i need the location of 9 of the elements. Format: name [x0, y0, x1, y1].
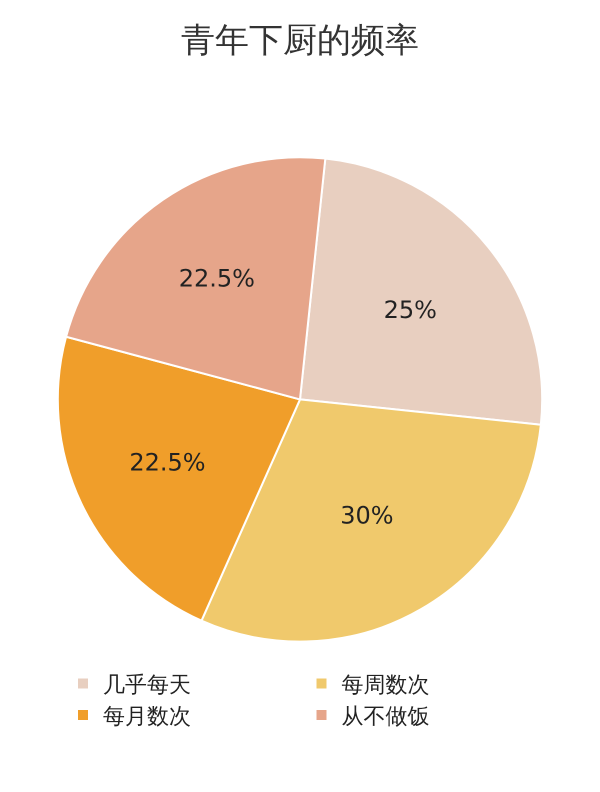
- legend-label: 从不做饭: [342, 704, 430, 730]
- legend-label: 每月数次: [103, 704, 191, 730]
- data-label: 30%: [340, 501, 394, 530]
- legend-label: 每周数次: [342, 673, 430, 698]
- data-label: 25%: [384, 296, 437, 324]
- chart-title: 青年下厨的频率: [181, 20, 419, 61]
- data-label: 22.5%: [129, 448, 206, 477]
- data-label: 22.5%: [178, 264, 255, 292]
- legend-label: 几乎每天: [103, 673, 191, 698]
